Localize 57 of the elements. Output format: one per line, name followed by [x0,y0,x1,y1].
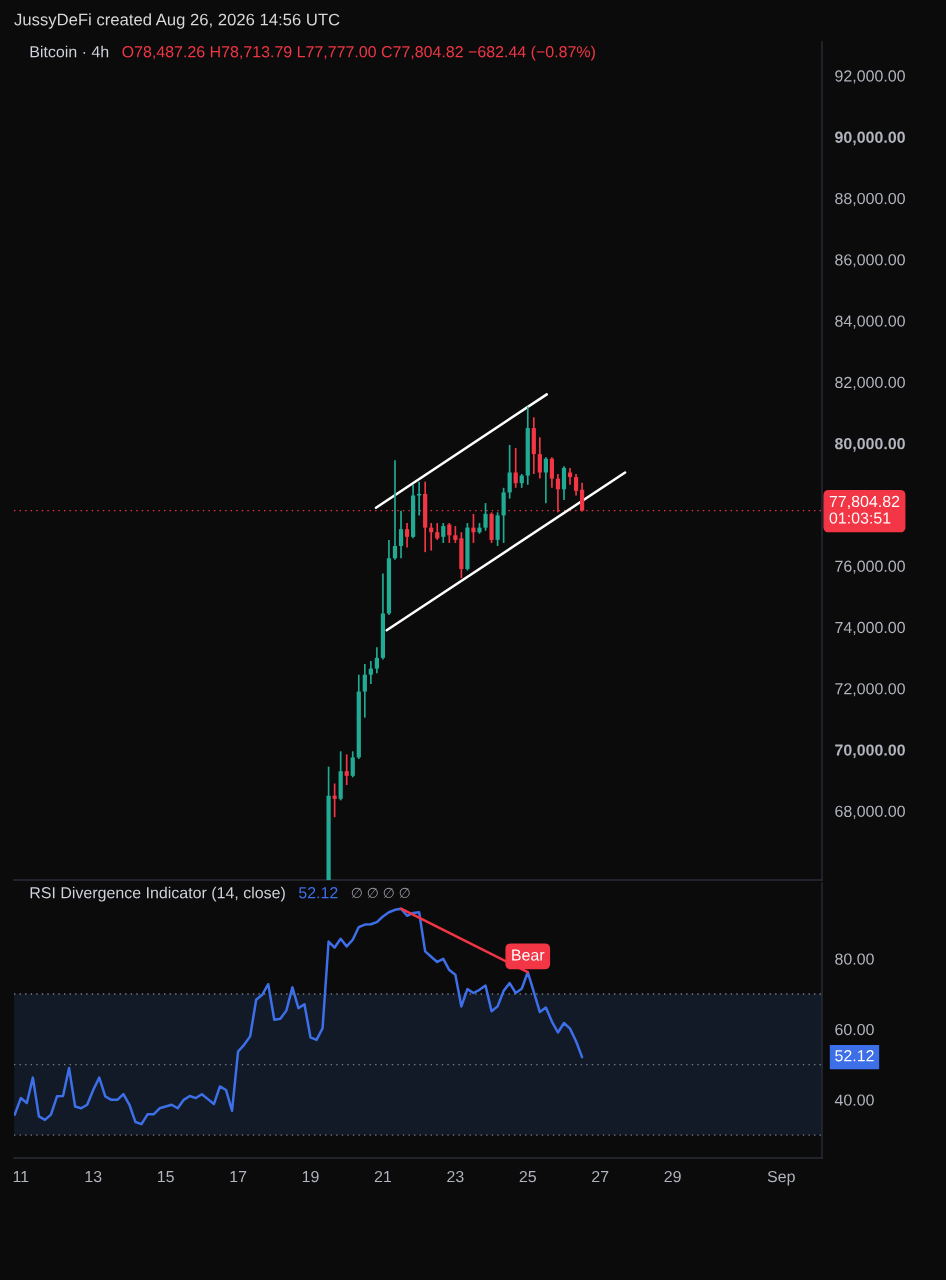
candlestick [501,486,506,544]
text: 52.12 [835,1050,874,1062]
x-tick-label: 19 [302,1170,319,1183]
chart-title: RSI Divergence Indicator (14, close) [30,886,285,902]
candlestick [441,522,446,544]
candlestick [561,465,567,501]
y-tick-label: 80.00 [835,953,874,965]
y-tick-label: 84,000.00 [835,315,905,329]
x-tick-label: 13 [85,1170,102,1183]
candlestick [404,522,410,549]
candlestick [392,459,398,561]
y-tick-label: 72,000.00 [835,683,905,697]
candlestick [362,663,367,719]
candlestick [573,473,579,497]
y-tick-label: 82,000.00 [835,376,905,390]
annotation: 52.12 [298,887,338,899]
candlestick [332,782,337,819]
candlestick [483,502,488,532]
y-tick-label: 60.00 [835,1023,874,1036]
candlestick [579,481,585,513]
x-tick-label: 17 [230,1171,247,1183]
chart-subtitle: JussyDeFi created Aug 26, 2026 14:56 UTC [14,13,340,29]
y-tick-label: 88,000.00 [835,192,905,207]
ref-line-label: 77,804.82 01:03:51 [829,495,900,524]
y-tick-label: 70,000.00 [835,744,905,759]
candlestick [350,750,355,779]
candlestick [513,447,518,489]
candlestick [507,444,512,500]
annotation: Bear [512,949,545,961]
x-tick-label: 15 [157,1171,174,1183]
y-tick-label: 40.00 [834,1094,874,1106]
y-tick-label: 76,000.00 [835,560,905,574]
x-tick-label: 27 [592,1170,609,1183]
y-tick-label: 74,000.00 [835,621,905,636]
line-series [14,907,584,1126]
x-tick-label: 11 [13,1171,29,1183]
candlestick [537,436,542,480]
candlestick [344,753,349,786]
candlestick [471,513,476,544]
candlestick [368,660,373,685]
x-tick-label: 25 [519,1170,536,1183]
y-tick-label: 68,000.00 [835,805,905,819]
candlestick [549,456,555,489]
y-tick-label: 90,000.00 [835,131,905,146]
x-tick-label: 23 [447,1170,464,1183]
x-tick-label: 29 [664,1170,681,1183]
candlestick [543,456,548,504]
annotation: ∅ ∅ ∅ ∅ [351,887,410,898]
y-tick-label: 86,000.00 [835,254,905,268]
annotation: O78,487.26 H78,713.79 L77,777.00 C77,804.82 −682.44 (−0.87%) [122,45,595,61]
candlestick [398,509,404,560]
y-tick-label: 80,000.00 [835,438,905,452]
y-tick-label: 92,000.00 [835,70,905,84]
chart-title: Bitcoin · 4h [30,45,109,58]
x-tick-label: Sep [767,1170,795,1186]
candlestick [374,646,379,675]
x-tick-label: 21 [374,1170,392,1183]
